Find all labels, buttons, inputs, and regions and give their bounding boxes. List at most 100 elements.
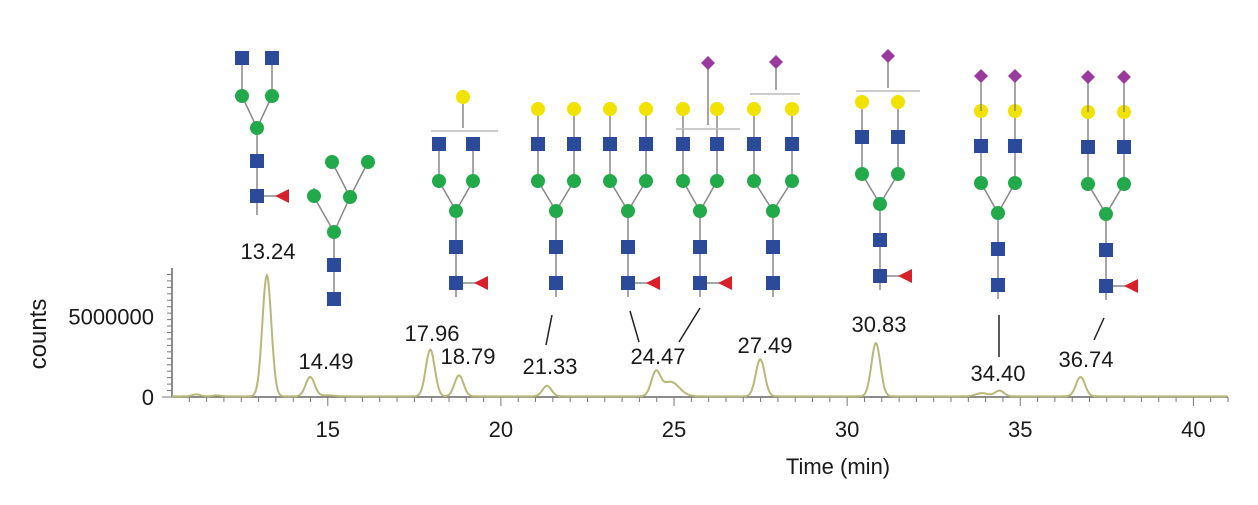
peak-label: 27.49 — [737, 333, 792, 358]
mannose-circle — [747, 174, 761, 188]
glcnac-square — [891, 130, 905, 144]
fucose-triangle — [718, 276, 732, 290]
y-ticks: 0 5000000 — [68, 273, 172, 410]
peak-label: 30.83 — [851, 312, 906, 337]
peak-label: 34.40 — [970, 361, 1025, 386]
glcnac-square — [432, 137, 446, 151]
glcnac-square — [1117, 140, 1131, 154]
chromatogram-trace — [172, 273, 1228, 398]
galactose-circle — [567, 102, 581, 116]
glcnac-square — [991, 278, 1005, 292]
mannose-circle — [449, 204, 463, 218]
glcnac-square — [873, 233, 887, 247]
sialic-diamond — [1117, 70, 1131, 84]
plot-area — [172, 273, 1228, 398]
glcnac-square — [1008, 139, 1022, 153]
glcnac-square — [265, 51, 279, 65]
glcnac-square — [766, 240, 780, 254]
sialic-diamond — [1008, 69, 1022, 83]
peak-label: 17.96 — [404, 321, 459, 346]
x-tick-label: 15 — [316, 417, 340, 442]
mannose-circle — [693, 204, 707, 218]
glcnac-square — [639, 137, 653, 151]
mannose-circle — [974, 176, 988, 190]
leader-line — [1093, 317, 1105, 341]
glcnac-square — [1081, 140, 1095, 154]
leader-line — [678, 307, 701, 343]
mannose-circle — [621, 204, 635, 218]
glcnac-square — [991, 242, 1005, 256]
peak-label: 36.74 — [1058, 347, 1113, 372]
mannose-circle — [1099, 207, 1113, 221]
mannose-circle — [785, 174, 799, 188]
mannose-circle — [325, 155, 339, 169]
mannose-circle — [710, 174, 724, 188]
galactose-circle — [747, 102, 761, 116]
sialic-diamond — [701, 56, 715, 70]
fucose-triangle — [275, 189, 289, 203]
mannose-circle — [873, 197, 887, 211]
mannose-circle — [1117, 177, 1131, 191]
x-tick-label: 25 — [662, 417, 686, 442]
galactose-circle — [456, 90, 470, 104]
mannose-circle — [327, 225, 341, 239]
sialic-diamond — [1081, 70, 1095, 84]
x-axis-label: Time (min) — [786, 454, 890, 479]
glcnac-square — [531, 137, 545, 151]
galactose-circle — [785, 102, 799, 116]
sialic-diamond — [881, 49, 895, 63]
mannose-circle — [250, 121, 264, 135]
galactose-circle — [855, 95, 869, 109]
mannose-circle — [567, 174, 581, 188]
glcnac-square — [250, 154, 264, 168]
glcnac-square — [747, 137, 761, 151]
mannose-circle — [603, 174, 617, 188]
mannose-circle — [766, 204, 780, 218]
mannose-circle — [466, 174, 480, 188]
x-tick-label: 20 — [489, 417, 513, 442]
glcnac-square — [235, 51, 249, 65]
glcnac-square — [603, 137, 617, 151]
mannose-circle — [891, 167, 905, 181]
x-tick-label: 30 — [835, 417, 859, 442]
leader-line — [629, 310, 640, 343]
glcnac-square — [710, 137, 724, 151]
sialic-diamond — [769, 55, 783, 69]
peak-label: 21.33 — [522, 354, 577, 379]
mannose-circle — [991, 206, 1005, 220]
axes: 15 20 25 30 35 40 0 5000000 Time (min) counts — [25, 268, 1229, 479]
galactose-circle — [676, 102, 690, 116]
sialic-diamond — [974, 69, 988, 83]
y-axis-label: counts — [25, 299, 52, 370]
fucose-triangle — [898, 269, 912, 283]
mannose-circle — [235, 89, 249, 103]
peak-label: 18.79 — [440, 344, 495, 369]
glcnac-square — [785, 137, 799, 151]
glcnac-square — [621, 240, 635, 254]
glcnac-square — [449, 240, 463, 254]
mannose-circle — [307, 189, 321, 203]
glcnac-square — [250, 189, 264, 203]
galactose-circle — [891, 95, 905, 109]
mannose-circle — [855, 167, 869, 181]
glcnac-square — [693, 240, 707, 254]
y-tick-label: 5000000 — [68, 304, 154, 329]
galactose-circle — [639, 102, 653, 116]
glcnac-square — [693, 276, 707, 290]
fucose-triangle — [646, 276, 660, 290]
mannose-circle — [432, 174, 446, 188]
mannose-circle — [265, 89, 279, 103]
glcnac-square — [1099, 243, 1113, 257]
x-tick-label: 40 — [1181, 417, 1205, 442]
glycan-structures — [235, 49, 1138, 306]
mannose-circle — [1081, 177, 1095, 191]
peak-label: 13.24 — [240, 239, 295, 264]
fucose-triangle — [474, 276, 488, 290]
peak-label: 14.49 — [298, 349, 353, 374]
glcnac-square — [621, 276, 635, 290]
mannose-circle — [1008, 176, 1022, 190]
mannose-circle — [343, 190, 357, 204]
galactose-circle — [603, 102, 617, 116]
peak-label: 24.47 — [630, 344, 685, 369]
